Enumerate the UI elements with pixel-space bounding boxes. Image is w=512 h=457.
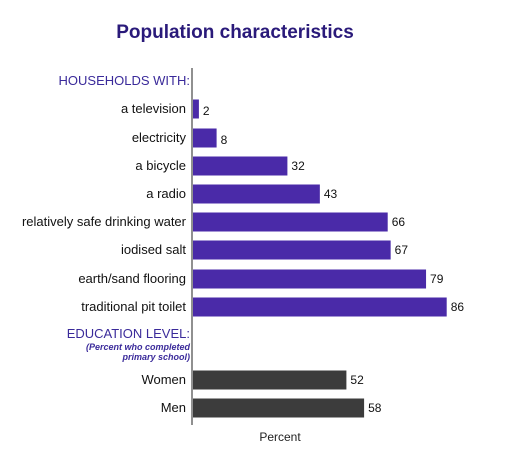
x-axis-label: Percent: [259, 430, 301, 444]
bar-earth-sand-flooring: [193, 269, 427, 289]
category-label-a-bicycle: a bicycle: [135, 158, 186, 173]
value-label-iodised-salt: 67: [395, 243, 409, 257]
category-label-traditional-pit-toilet: traditional pit toilet: [81, 299, 186, 314]
bar-a-radio: [193, 184, 320, 204]
education-note-line-2: primary school): [122, 352, 190, 362]
value-label-electricity: 8: [221, 133, 228, 147]
bar-iodised-salt: [193, 240, 391, 260]
value-label-traditional-pit-toilet: 86: [451, 300, 465, 314]
category-label-a-television: a television: [121, 101, 186, 116]
category-label-iodised-salt: iodised salt: [121, 242, 186, 257]
value-label-men: 58: [368, 401, 382, 415]
category-label-men: Men: [161, 400, 186, 415]
bar-relatively-safe-drinking-water: [193, 212, 388, 232]
education-note-line-1: (Percent who completed: [85, 342, 190, 352]
value-label-earth-sand-flooring: 79: [430, 272, 444, 286]
bar-electricity: [193, 128, 217, 148]
value-label-relatively-safe-drinking-water: 66: [392, 215, 406, 229]
value-label-a-radio: 43: [324, 187, 338, 201]
households-heading: HOUSEHOLDS WITH:: [58, 73, 190, 88]
chart-title: Population characteristics: [116, 22, 354, 43]
category-label-relatively-safe-drinking-water: relatively safe drinking water: [22, 214, 187, 229]
bar-a-bicycle: [193, 156, 288, 176]
value-label-a-bicycle: 32: [291, 159, 305, 173]
value-label-women: 52: [350, 373, 364, 387]
value-label-a-television: 2: [203, 104, 210, 118]
bar-men: [193, 398, 365, 418]
bar-a-television: [193, 99, 199, 119]
category-label-electricity: electricity: [132, 130, 187, 145]
category-label-a-radio: a radio: [146, 186, 186, 201]
bar-women: [193, 370, 347, 390]
bar-traditional-pit-toilet: [193, 297, 447, 317]
category-label-women: Women: [141, 372, 186, 387]
education-heading: EDUCATION LEVEL:: [66, 326, 190, 341]
category-label-earth-sand-flooring: earth/sand flooring: [78, 271, 186, 286]
